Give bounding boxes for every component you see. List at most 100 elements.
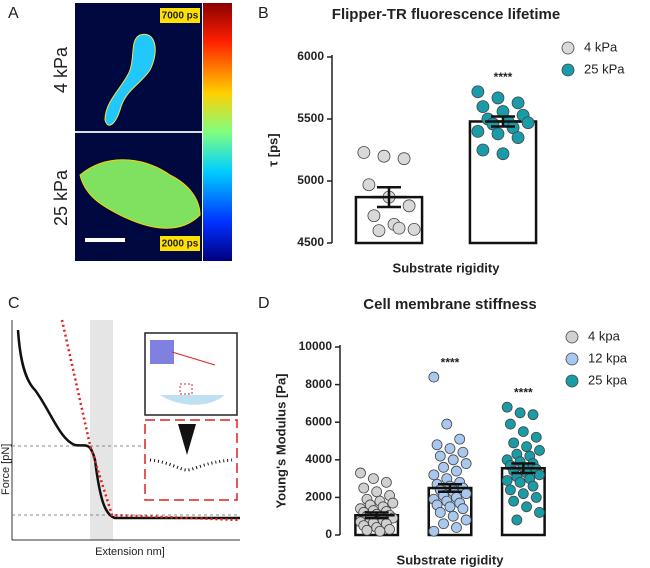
axis-label: Force [pN] (0, 444, 12, 495)
y-tick-label: 5000 (297, 173, 324, 187)
data-point (530, 491, 542, 503)
data-point (501, 401, 513, 413)
data-point (374, 525, 386, 537)
significance: **** (441, 355, 460, 369)
panel-letter: C (8, 295, 20, 312)
data-point (511, 96, 525, 110)
data-point (407, 222, 421, 236)
y-tick-label: 0 (325, 527, 332, 541)
legend-marker (561, 41, 575, 55)
x-axis-label: Substrate rigidity (397, 552, 505, 567)
data-point (438, 518, 449, 530)
data-point (517, 426, 529, 438)
data-point (371, 486, 383, 498)
data-point (444, 501, 456, 513)
data-point (496, 147, 510, 161)
data-point (387, 497, 399, 509)
data-point (447, 510, 459, 522)
row-label: 25 kPa (51, 169, 71, 226)
data-point (521, 116, 535, 130)
legend-label: 4 kpa (588, 328, 621, 343)
data-point (447, 454, 459, 466)
data-point (368, 473, 379, 485)
axis-label: Extension nm] (95, 546, 165, 558)
data-point (476, 100, 490, 113)
data-point (534, 469, 545, 481)
data-point (460, 514, 472, 526)
data-point (367, 209, 381, 223)
data-point (517, 488, 529, 500)
data-point (441, 418, 453, 430)
y-tick-label: 4500 (297, 235, 324, 249)
legend-marker (565, 330, 579, 344)
data-point (380, 476, 392, 488)
data-point (476, 143, 490, 157)
data-point (451, 465, 462, 477)
legend-label: 25 kPa (584, 61, 625, 76)
legend-label: 4 kPa (584, 39, 618, 54)
data-point (457, 446, 469, 458)
y-tick-label: 6000 (297, 49, 324, 63)
x-axis-label: Substrate rigidity (393, 260, 501, 275)
legend-marker (561, 63, 575, 77)
y-tick-label: 5500 (297, 111, 324, 125)
data-point (454, 433, 466, 445)
significance: **** (494, 70, 513, 84)
panel-letter: A (8, 5, 19, 22)
data-point (527, 409, 539, 421)
y-axis-label: τ [ps] (265, 133, 280, 166)
legend-label: 12 kpa (588, 350, 628, 365)
data-point (428, 525, 440, 537)
chart-title: Flipper-TR fluorescence lifetime (332, 6, 560, 23)
data-point (471, 124, 485, 138)
data-point (402, 199, 416, 213)
data-point (361, 524, 373, 536)
legend-label: 25 kpa (588, 372, 628, 387)
data-point (392, 221, 406, 235)
data-point (534, 507, 545, 518)
data-point (357, 146, 371, 159)
data-point (491, 127, 505, 141)
y-axis-label: Young's Modulus [Pa] (273, 373, 288, 508)
colorbar-min: 2000 ps (162, 239, 199, 250)
force-curve-diagram (11, 319, 241, 541)
data-point (491, 91, 505, 105)
data-point (362, 178, 376, 192)
chart-title: Cell membrane stiffness (363, 296, 536, 313)
y-tick-label: 10000 (299, 339, 333, 353)
data-point (428, 469, 440, 481)
data-point (511, 514, 523, 526)
y-tick-label: 6000 (305, 414, 332, 428)
data-point (384, 523, 395, 535)
data-point (457, 503, 469, 515)
data-point (501, 475, 513, 486)
legend-marker (565, 352, 579, 366)
data-point (534, 444, 545, 456)
data-point (444, 443, 456, 454)
data-point (514, 407, 526, 419)
micrograph (75, 3, 232, 261)
data-point (521, 441, 532, 453)
data-point (431, 439, 443, 451)
data-point (511, 131, 525, 145)
y-tick-label: 2000 (305, 490, 332, 504)
data-point (508, 437, 520, 449)
panel-letter: D (258, 295, 270, 312)
data-point (438, 461, 449, 473)
data-point (428, 371, 440, 383)
data-point (397, 152, 411, 166)
panel-letter: B (258, 5, 269, 22)
data-point (434, 450, 446, 462)
data-point (508, 495, 520, 507)
data-point (514, 476, 526, 488)
data-point (372, 224, 386, 238)
y-tick-label: 8000 (305, 377, 332, 391)
data-point (355, 467, 366, 479)
data-point (451, 522, 462, 533)
data-point (505, 418, 516, 430)
data-point (358, 482, 370, 494)
legend-marker (565, 374, 579, 388)
data-point (471, 85, 485, 99)
data-point (460, 458, 472, 469)
